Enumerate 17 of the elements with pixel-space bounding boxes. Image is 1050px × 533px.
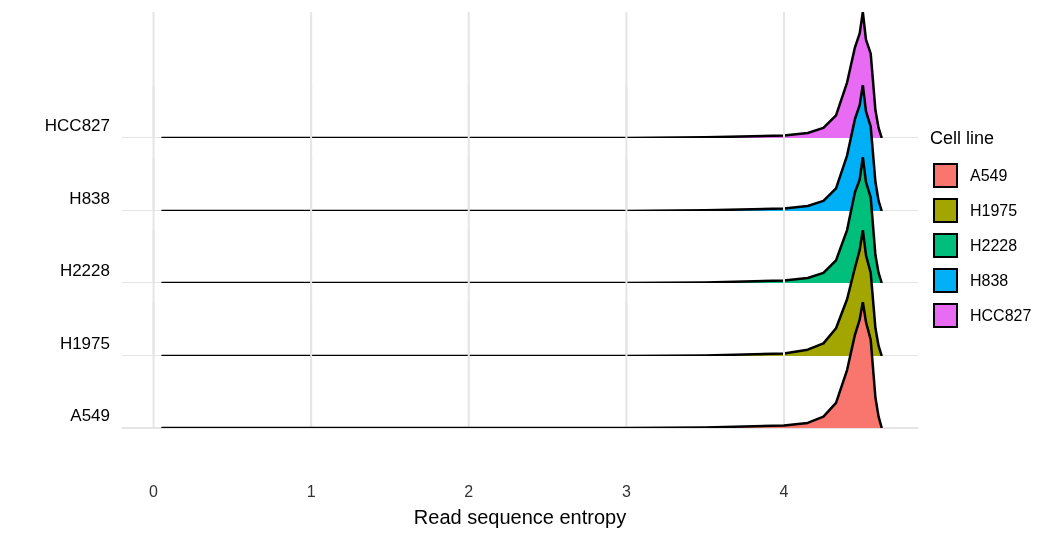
text: H838	[69, 188, 110, 208]
text: HCC827	[44, 116, 110, 135]
x-tick-label: 0	[149, 483, 159, 501]
x-tick-label: 3	[621, 483, 631, 501]
text: H2228	[59, 261, 110, 280]
legend-label: HCC827	[970, 306, 1032, 325]
legend-label: H838	[970, 271, 1009, 290]
legend-label: A549	[970, 166, 1008, 185]
legend-label: H2228	[970, 236, 1018, 255]
x-axis-title: Read sequence entropy	[413, 506, 627, 528]
x-tick-label: 4	[779, 483, 789, 501]
text: A549	[70, 406, 110, 425]
x-tick-label: 2	[464, 483, 474, 501]
legend-label: H1975	[970, 201, 1018, 220]
x-tick-label: 1	[306, 483, 316, 501]
legend-title: Cell line	[930, 128, 995, 149]
text: H1975	[59, 333, 110, 353]
